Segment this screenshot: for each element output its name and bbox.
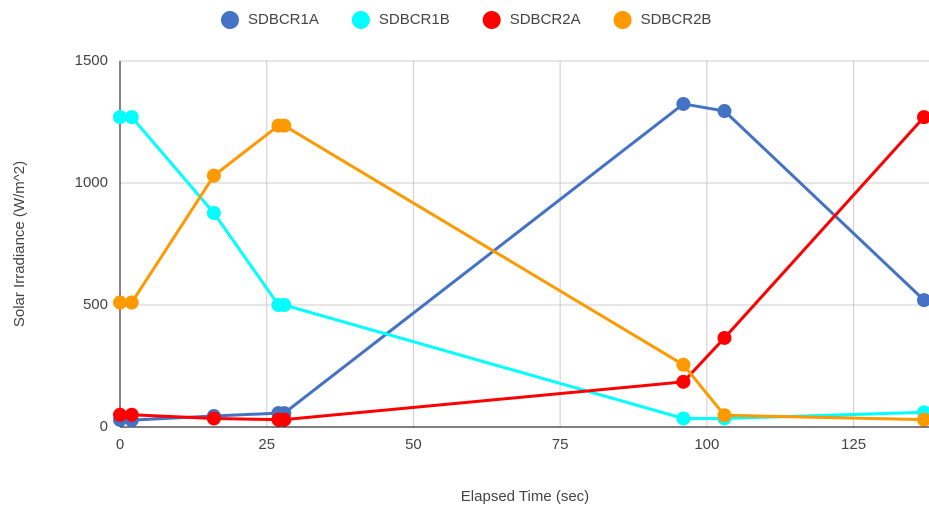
- data-point: [717, 408, 732, 423]
- data-point: [277, 118, 292, 133]
- x-tick-label: 100: [694, 436, 719, 453]
- data-point: [206, 168, 221, 183]
- data-point: [676, 96, 691, 111]
- data-point: [676, 357, 691, 372]
- y-tick-label: 1000: [75, 174, 108, 191]
- x-tick-label: 75: [552, 436, 569, 453]
- data-point: [113, 295, 127, 310]
- legend-label: SDBCR1B: [379, 11, 450, 28]
- series-line: [120, 124, 925, 422]
- legend-marker: [613, 11, 632, 29]
- y-axis-label: Solar Irradiance (W/m^2): [11, 161, 28, 327]
- y-tick-label: 500: [83, 296, 108, 313]
- x-tick-label: 0: [116, 436, 124, 453]
- y-tick-label: 1500: [75, 52, 108, 69]
- data-point: [124, 407, 139, 422]
- data-point: [277, 412, 292, 427]
- data-point: [113, 407, 127, 422]
- data-point: [917, 110, 929, 125]
- legend-label: SDBCR2A: [510, 11, 581, 28]
- legend-marker: [482, 11, 501, 29]
- x-tick-label: 50: [405, 436, 422, 453]
- data-point: [717, 104, 732, 119]
- data-point: [206, 411, 221, 426]
- data-point: [277, 298, 292, 312]
- y-tick-label: 0: [100, 418, 108, 435]
- data-point: [124, 295, 139, 310]
- data-point: [717, 330, 732, 345]
- legend-marker: [221, 11, 239, 29]
- data-point: [917, 412, 929, 427]
- data-point: [676, 411, 691, 426]
- legend-marker: [351, 11, 370, 29]
- x-tick-label: 125: [841, 436, 866, 453]
- x-axis-label: Elapsed Time (sec): [461, 488, 589, 505]
- legend-label: SDBCR1A: [248, 11, 319, 28]
- data-point: [917, 293, 929, 308]
- data-point: [113, 110, 127, 125]
- legend-label: SDBCR2B: [641, 11, 712, 28]
- x-tick-label: 25: [258, 436, 275, 453]
- data-point: [124, 110, 139, 125]
- data-point: [676, 374, 691, 389]
- data-point: [206, 206, 221, 221]
